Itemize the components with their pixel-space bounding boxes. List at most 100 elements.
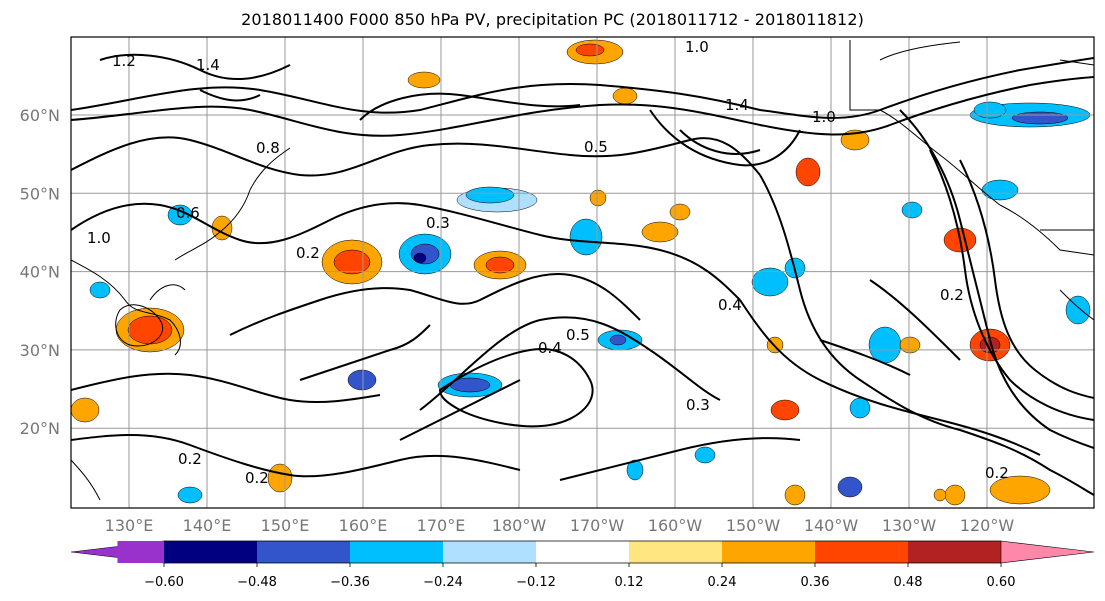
precip-anomaly-patch (609, 334, 627, 346)
precip-anomaly-patch (933, 488, 947, 502)
precip-anomaly-patch (770, 399, 800, 421)
longitude-label: 130°W (882, 516, 937, 535)
precip-anomaly-patch (840, 129, 870, 151)
colorbar-tick-label: −0.24 (423, 575, 463, 590)
precip-anomaly-patch (89, 281, 111, 299)
latitude-labels: 60°N 50°N 40°N 30°N 20°N (20, 106, 60, 438)
latitude-label: 20°N (20, 419, 60, 438)
contour-label: 0.6 (176, 204, 200, 222)
contour-labels: 1.2 1.4 1.0 0.8 0.6 0.5 0.4 0.3 0.2 0.2 … (87, 38, 1009, 487)
precip-anomaly-patch (837, 476, 863, 498)
precip-anomaly-patch (127, 315, 173, 345)
colorbar-segment (536, 541, 629, 563)
precip-anomaly-patch (784, 484, 806, 506)
colorbar-tick-label: 0.60 (987, 575, 1016, 590)
contour-label: 0.3 (686, 396, 710, 414)
precip-anomaly-patch (669, 203, 691, 221)
precip-anomaly-patch (465, 186, 515, 204)
precip-anomaly-patch (347, 369, 377, 391)
map-title: 2018011400 F000 850 hPa PV, precipitatio… (241, 10, 864, 29)
longitude-label: 140°E (183, 516, 232, 535)
graticule (71, 37, 1094, 508)
colorbar-tick-label: −0.48 (237, 575, 277, 590)
pv-contours (71, 53, 1094, 496)
contour-label: 0.4 (538, 339, 562, 357)
colorbar-tick-label: 0.24 (708, 575, 737, 590)
longitude-labels: 130°E 140°E 150°E 160°E 170°E 180°W 170°W 160°W… (105, 516, 1015, 535)
precip-anomaly-patch (1065, 295, 1091, 325)
colorbar-labels: −0.60 −0.48 −0.36 −0.24 −0.12 0.12 0.24 0.36 0.4… (144, 563, 1015, 590)
precip-anomaly-patch (485, 256, 515, 274)
contour-label: 0.2 (178, 450, 202, 468)
map-frame (70, 36, 1095, 509)
precip-anomaly-patch (626, 459, 644, 481)
colorbar-segment (117, 541, 164, 563)
precip-anomaly-patch (795, 157, 821, 187)
contour-label: 0.3 (426, 214, 450, 232)
longitude-label: 170°W (570, 516, 625, 535)
precip-anomaly-patch (575, 43, 605, 57)
precip-anomaly-patch (267, 463, 293, 493)
colorbar-outline (164, 540, 1001, 564)
contour-label: 1.0 (87, 229, 111, 247)
precip-anomaly-patch (849, 397, 871, 419)
precip-anomaly-patch (641, 221, 679, 243)
precip-anomaly-patch (569, 218, 603, 256)
contour-label: 0.8 (256, 139, 280, 157)
longitude-label: 160°W (648, 516, 703, 535)
longitude-label: 160°E (339, 516, 388, 535)
precip-anomaly-patch (944, 484, 966, 506)
precip-anomaly-patch (167, 204, 193, 226)
longitude-label: 180°W (492, 516, 547, 535)
colorbar-tick-label: −0.60 (144, 575, 184, 590)
colorbar-segment (722, 541, 815, 563)
colorbar-segment (629, 541, 722, 563)
precip-anomaly-patch (177, 486, 203, 504)
colorbar-segment (443, 541, 536, 563)
colorbar-segment (908, 541, 1001, 563)
colorbar-tick-label: 0.36 (801, 575, 830, 590)
colorbar-segment (257, 541, 350, 563)
latitude-label: 30°N (20, 341, 60, 360)
precip-anomaly-patch (899, 336, 921, 354)
contour-label: 1.2 (112, 52, 136, 70)
colorbar-segment (815, 541, 908, 563)
longitude-label: 140°W (804, 516, 859, 535)
precip-anomaly-patch (413, 252, 427, 264)
precip-anomaly-patch (868, 326, 902, 364)
colorbar-segment (350, 541, 443, 563)
latitude-label: 50°N (20, 184, 60, 203)
latitude-label: 40°N (20, 263, 60, 282)
precip-anomaly-patch (901, 201, 923, 219)
contour-label: 0.2 (296, 244, 320, 262)
precip-anomaly-patch (694, 446, 716, 464)
precip-anomaly-patch (751, 267, 789, 297)
longitude-label: 170°E (417, 516, 466, 535)
contour-label: 0.4 (718, 296, 742, 314)
precip-anomaly-patch (333, 249, 371, 275)
longitude-label: 130°E (105, 516, 154, 535)
precip-anomaly-patch (407, 71, 441, 89)
contour-label: 0.2 (940, 286, 964, 304)
contour-label: 1.4 (196, 56, 220, 74)
contour-label: 0.2 (985, 464, 1009, 482)
colorbar-segment (164, 541, 257, 563)
colorbar (70, 540, 1095, 564)
contour-label: 0.5 (584, 138, 608, 156)
precip-anomaly-patch (1011, 111, 1069, 125)
colorbar-tick-label: 0.48 (894, 575, 923, 590)
latitude-label: 60°N (20, 106, 60, 125)
colorbar-tick-label: −0.36 (330, 575, 370, 590)
precip-anomaly-patch (973, 101, 1007, 119)
colorbar-tick-label: 0.12 (615, 575, 644, 590)
longitude-label: 120°W (960, 516, 1015, 535)
precip-anomaly-patch (71, 397, 100, 423)
precip-anomaly-patch (612, 87, 638, 105)
contour-label: 0.2 (245, 469, 269, 487)
contour-label: 1.0 (685, 38, 709, 56)
precip-anomaly-patch (989, 475, 1051, 505)
contour-label: 1.4 (725, 96, 749, 114)
longitude-label: 150°W (726, 516, 781, 535)
precip-anomaly-patch (589, 189, 607, 207)
